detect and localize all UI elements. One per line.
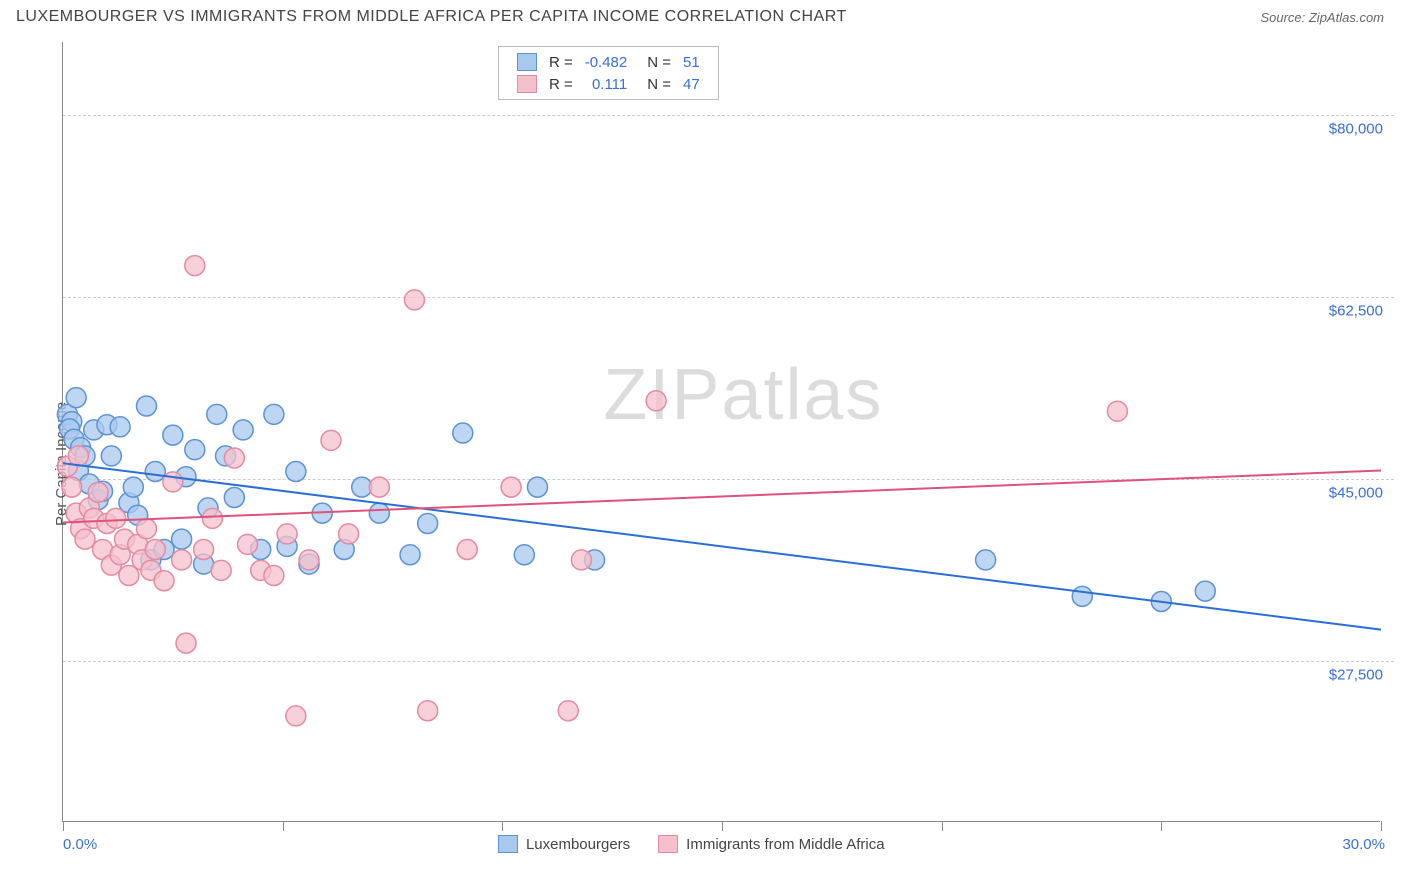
legend-item: Luxembourgers [498,835,630,853]
scatter-point [172,529,192,549]
scatter-point [976,550,996,570]
scatter-point [185,440,205,460]
scatter-point [339,524,359,544]
scatter-point [233,420,253,440]
scatter-point [1072,586,1092,606]
scatter-point [453,423,473,443]
scatter-point [646,391,666,411]
scatter-point [163,472,183,492]
scatter-point [207,404,227,424]
plot-svg [63,42,1381,822]
scatter-point [369,477,389,497]
scatter-point [62,477,82,497]
x-tick-label-right: 30.0% [1342,836,1385,853]
scatter-point [558,701,578,721]
x-tick [1381,821,1382,831]
scatter-point [106,508,126,528]
scatter-point [136,519,156,539]
scatter-point [514,545,534,565]
scatter-point [277,524,297,544]
scatter-point [88,482,108,502]
regression-line [63,470,1381,522]
scatter-point [145,462,165,482]
series-legend: Luxembourgers Immigrants from Middle Afri… [498,835,885,853]
scatter-point [224,448,244,468]
scatter-point [163,425,183,445]
scatter-point [418,701,438,721]
scatter-point [286,706,306,726]
scatter-point [400,545,420,565]
scatter-point [194,540,214,560]
scatter-point [211,560,231,580]
scatter-point [418,514,438,534]
scatter-point [66,388,86,408]
scatter-point [136,396,156,416]
source-credit: Source: ZipAtlas.com [1260,10,1384,25]
scatter-point [172,550,192,570]
chart-title: LUXEMBOURGER VS IMMIGRANTS FROM MIDDLE A… [16,8,847,26]
scatter-point [202,508,222,528]
x-tick [942,821,943,831]
legend-row: R =0.111N =47 [511,73,706,95]
scatter-point [527,477,547,497]
scatter-point [123,477,143,497]
scatter-point [68,446,88,466]
scatter-point [176,633,196,653]
scatter-point [101,446,121,466]
correlation-legend: R =-0.482N =51R =0.111N =47 [498,46,719,100]
scatter-point [238,534,258,554]
scatter-point [264,404,284,424]
scatter-point [404,290,424,310]
scatter-point [369,503,389,523]
scatter-point [1107,401,1127,421]
x-tick [502,821,503,831]
scatter-point [185,256,205,276]
scatter-point [571,550,591,570]
x-tick [1161,821,1162,831]
x-tick [283,821,284,831]
x-tick [63,821,64,831]
legend-item: Immigrants from Middle Africa [658,835,884,853]
scatter-point [1195,581,1215,601]
scatter-point [264,566,284,586]
scatter-point [224,488,244,508]
scatter-point [457,540,477,560]
scatter-point [145,540,165,560]
scatter-point [321,430,341,450]
scatter-point [110,417,130,437]
scatter-point [75,529,95,549]
scatter-point [154,571,174,591]
scatter-point [501,477,521,497]
plot-region: Per Capita Income ZIPatlas $27,500$45,00… [62,42,1380,822]
x-tick-label-left: 0.0% [63,836,97,853]
scatter-point [286,462,306,482]
x-tick [722,821,723,831]
scatter-point [299,550,319,570]
legend-row: R =-0.482N =51 [511,51,706,73]
